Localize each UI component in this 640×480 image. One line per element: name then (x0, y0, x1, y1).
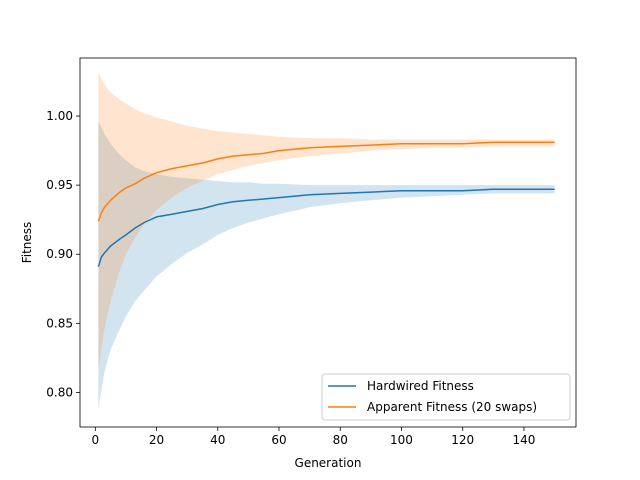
y-axis-label: Fitness (20, 222, 34, 264)
y-tick-label: 0.85 (46, 316, 73, 330)
band-series-1 (98, 71, 555, 371)
x-axis-ticks: 0 20 40 60 80 100 120 140 (91, 427, 535, 447)
y-tick-label: 0.90 (46, 247, 73, 261)
x-tick-label: 80 (333, 433, 348, 447)
legend-label-hardwired: Hardwired Fitness (367, 379, 474, 393)
legend-label-apparent: Apparent Fitness (20 swaps) (367, 400, 537, 414)
x-tick-label: 40 (210, 433, 225, 447)
band-series-0 (98, 121, 555, 409)
legend-box (321, 373, 571, 421)
line-series-1 (97, 141, 555, 222)
y-axis-ticks: 0.80 0.85 0.90 0.95 1.00 (46, 109, 80, 399)
x-axis-label: Generation (295, 456, 362, 470)
x-tick-label: 140 (512, 433, 535, 447)
legend: Hardwired Fitness Apparent Fitness (20 s… (321, 373, 571, 421)
series-lines (97, 141, 555, 267)
x-tick-label: 60 (271, 433, 286, 447)
x-tick-label: 0 (91, 433, 99, 447)
y-tick-label: 1.00 (46, 109, 73, 123)
y-tick-label: 0.95 (46, 178, 73, 192)
x-tick-label: 20 (149, 433, 164, 447)
x-tick-label: 100 (390, 433, 413, 447)
confidence-bands (98, 71, 555, 409)
y-tick-label: 0.80 (46, 385, 73, 399)
x-tick-label: 120 (451, 433, 474, 447)
line-series-0 (97, 188, 555, 267)
plot-frame (79, 57, 577, 428)
